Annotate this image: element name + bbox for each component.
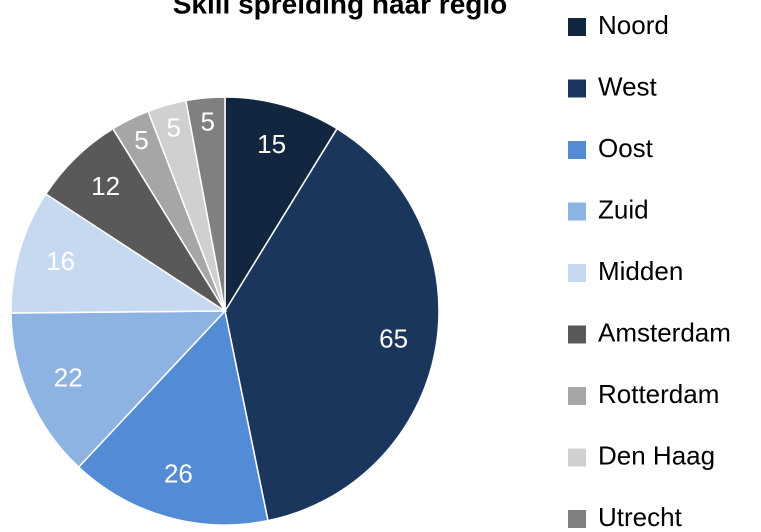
data-label: 15 [257,129,286,159]
legend-swatch [568,448,586,467]
legend-swatch [568,79,586,98]
chart-title: Skill spreiding naar regio [173,0,508,19]
data-label: 12 [91,171,120,201]
legend-label: Amsterdam [598,317,731,347]
data-label: 5 [167,113,181,143]
pie-slice [185,96,226,312]
pie-slice [77,309,269,526]
data-label: 26 [164,459,193,489]
legend-label: Oost [598,133,654,163]
legend-label: Noord [598,10,669,40]
legend-label: Utrecht [598,502,683,532]
pie-slice [10,192,228,314]
legend-swatch [568,387,586,405]
legend-label: Den Haag [598,440,715,470]
legend-label: Zuid [598,194,649,224]
data-label: 5 [134,125,148,155]
legend-label: West [598,71,658,101]
pie-slice [10,310,227,469]
legend-swatch [568,18,586,36]
data-label: 65 [379,324,408,354]
legend-swatch [568,202,586,221]
legend-swatch [568,325,586,344]
pie-slice [224,96,339,314]
data-label: 22 [54,363,83,393]
legend-swatch [568,264,586,282]
legend-swatch [568,141,586,159]
legend-label: Rotterdam [598,379,719,409]
legend-label: Midden [598,256,683,286]
data-label: 16 [46,246,75,276]
legend-swatch [568,510,586,528]
data-label: 5 [200,106,214,136]
pie-slice [224,127,440,522]
